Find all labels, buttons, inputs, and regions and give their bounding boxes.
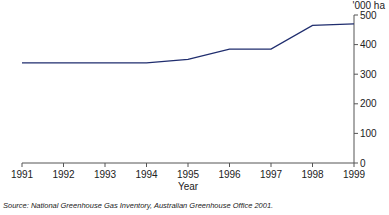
x-tick-label: 1995 <box>177 169 200 180</box>
y-tick <box>354 163 358 164</box>
x-tick-label: 1993 <box>94 169 117 180</box>
x-tick <box>188 163 189 167</box>
x-tick <box>105 163 106 167</box>
x-tick <box>312 163 313 167</box>
y-axis <box>354 15 355 163</box>
x-tick <box>354 163 355 167</box>
y-tick-label: 300 <box>360 69 377 80</box>
y-tick <box>354 103 358 104</box>
line-series <box>22 24 354 63</box>
y-tick-label: 400 <box>360 39 377 50</box>
x-tick <box>271 163 272 167</box>
chart: 0 100 200 300 400 500 1991 1992 1993 1994 1995 1996… <box>0 0 389 215</box>
y-tick <box>354 15 358 16</box>
y-tick <box>354 133 358 134</box>
y-tick-label: 0 <box>360 158 366 169</box>
y-tick <box>354 74 358 75</box>
y-tick-label: 500 <box>360 10 377 21</box>
x-tick <box>146 163 147 167</box>
x-tick-label: 1998 <box>301 169 324 180</box>
y-tick-label: 100 <box>360 128 377 139</box>
x-tick <box>22 163 23 167</box>
x-tick <box>63 163 64 167</box>
x-tick-label: 1996 <box>218 169 241 180</box>
x-tick-label: 1999 <box>343 169 366 180</box>
plot-area <box>22 24 354 63</box>
x-axis-label: Year <box>178 181 199 192</box>
x-tick-label: 1994 <box>135 169 158 180</box>
x-tick-label: 1991 <box>11 169 34 180</box>
y-tick-label: 200 <box>360 98 377 109</box>
x-tick-label: 1992 <box>52 169 75 180</box>
y-axis-label: '000 ha <box>353 0 386 11</box>
x-tick <box>229 163 230 167</box>
y-tick <box>354 44 358 45</box>
x-tick-label: 1997 <box>260 169 283 180</box>
source-note: Source: National Greenhouse Gas Inventor… <box>3 201 273 210</box>
